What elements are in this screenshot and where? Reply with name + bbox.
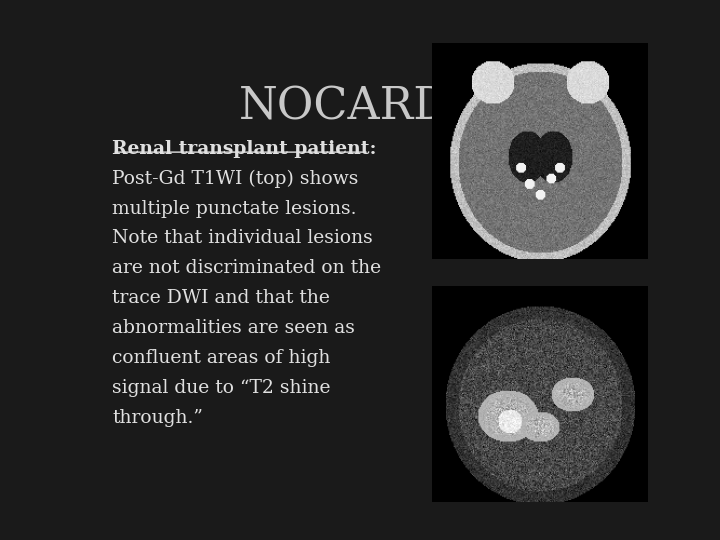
Text: Renal transplant patient:: Renal transplant patient:: [112, 140, 377, 158]
Text: confluent areas of high: confluent areas of high: [112, 349, 330, 367]
Text: Note that individual lesions: Note that individual lesions: [112, 230, 373, 247]
Text: NOCARDIA: NOCARDIA: [238, 85, 500, 129]
Text: multiple punctate lesions.: multiple punctate lesions.: [112, 199, 357, 218]
Text: signal due to “T2 shine: signal due to “T2 shine: [112, 379, 330, 397]
Text: through.”: through.”: [112, 409, 203, 427]
Text: trace DWI and that the: trace DWI and that the: [112, 289, 330, 307]
Text: Post-Gd T1WI (top) shows: Post-Gd T1WI (top) shows: [112, 170, 359, 188]
Text: abnormalities are seen as: abnormalities are seen as: [112, 319, 355, 338]
Text: are not discriminated on the: are not discriminated on the: [112, 259, 382, 278]
